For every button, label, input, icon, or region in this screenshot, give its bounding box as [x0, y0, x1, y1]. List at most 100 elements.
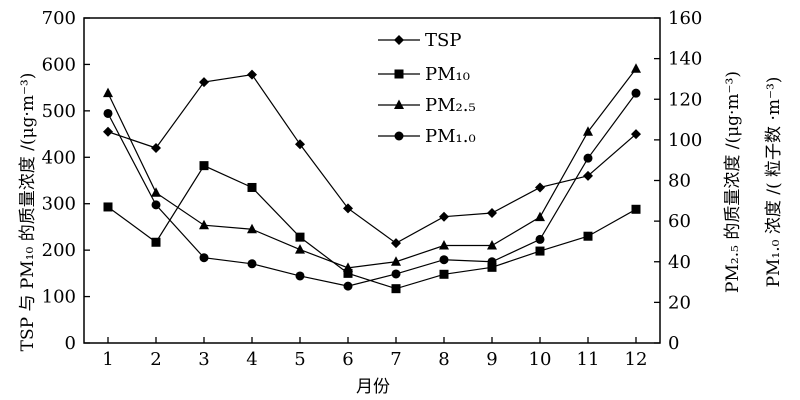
y-right-tick-label: 160	[668, 8, 702, 29]
data-point-triangle	[583, 126, 593, 136]
legend-label: PM₁.₀	[425, 126, 476, 147]
legend-item-diamond: TSP	[378, 30, 461, 51]
data-point-diamond	[439, 211, 449, 222]
data-point-circle	[487, 257, 497, 267]
legend-label: PM₂.₅	[425, 95, 476, 116]
data-point-square	[487, 262, 497, 272]
x-tick-label: 9	[486, 349, 497, 370]
series-line-circle	[107, 92, 637, 287]
data-point-diamond	[631, 129, 641, 140]
y-left-tick-label: 600	[42, 54, 76, 75]
y-right-tick-label: 100	[668, 130, 702, 151]
data-point-circle	[295, 271, 305, 281]
data-point-circle	[391, 269, 401, 279]
data-point-square	[391, 284, 401, 294]
data-point-triangle	[343, 262, 353, 272]
legend-item-triangle: PM₂.₅	[378, 95, 476, 116]
y-left-tick-label: 0	[65, 333, 76, 354]
data-point-diamond	[295, 139, 305, 150]
axes	[83, 17, 661, 344]
y-right-tick-label: 40	[668, 252, 691, 273]
data-point-square	[151, 237, 161, 247]
x-tick-label: 10	[529, 349, 552, 370]
x-tick-label: 5	[294, 349, 305, 370]
data-point-diamond	[343, 203, 353, 214]
y-right-tick-label: 120	[668, 89, 702, 110]
data-point-diamond	[151, 143, 161, 153]
data-point-circle	[439, 255, 449, 265]
data-point-circle	[343, 281, 353, 291]
data-point-triangle	[199, 219, 209, 230]
y-right-tick-label: 20	[668, 292, 691, 313]
y-left-tick-label: 100	[42, 287, 76, 308]
legend-marker	[394, 35, 404, 45]
y-left-tick-label: 700	[42, 8, 76, 29]
series-line-square	[107, 164, 637, 290]
data-point-diamond	[199, 77, 209, 88]
data-point-triangle	[103, 87, 113, 98]
x-tick-label: 6	[342, 349, 353, 370]
data-point-triangle	[439, 240, 449, 250]
data-point-circle	[151, 200, 161, 210]
data-point-diamond	[487, 208, 497, 218]
x-tick-label: 8	[438, 349, 449, 370]
legend-item-circle: PM₁.₀	[378, 126, 476, 147]
data-point-triangle	[247, 223, 257, 234]
data-point-square	[343, 268, 353, 278]
y-left-tick-label: 500	[42, 101, 76, 122]
y-left-tick-label: 300	[42, 194, 76, 215]
y-right-tick-label: 80	[668, 171, 691, 192]
data-point-triangle	[391, 256, 401, 266]
legend-label: TSP	[425, 30, 461, 51]
ticks: 1 2 3 4 5 6 7 8 9 10 11 120100200300400500600700020…	[42, 8, 703, 370]
data-point-circle	[199, 253, 209, 263]
plot-frame	[83, 17, 661, 344]
x-tick-label: 4	[246, 349, 257, 370]
data-point-square	[583, 231, 593, 241]
data-point-triangle	[631, 63, 641, 73]
data-point-diamond	[103, 126, 113, 137]
x-tick-label: 7	[390, 349, 401, 370]
x-axis-label: 月份	[356, 377, 390, 397]
x-tick-label: 2	[150, 349, 161, 370]
data-point-circle	[247, 259, 257, 269]
x-tick-label: 11	[577, 349, 600, 370]
legend-marker	[394, 69, 404, 79]
x-tick-label: 1	[102, 349, 113, 370]
data-point-square	[631, 204, 641, 214]
y-left-tick-label: 400	[42, 147, 76, 168]
data-point-circle	[631, 88, 641, 98]
y-axis-right-label-pm10: PM₁.₀ 浓度 /( 粒子数 ·m⁻³)	[764, 77, 784, 288]
y-left-tick-label: 200	[42, 240, 76, 261]
legend-label: PM₁₀	[425, 64, 470, 85]
series	[103, 63, 641, 294]
data-point-triangle	[151, 187, 161, 197]
data-point-square	[247, 182, 257, 192]
legend: TSP PM₁₀ PM₂.₅ PM₁.₀	[378, 30, 476, 147]
data-point-diamond	[583, 170, 593, 181]
data-point-circle	[535, 234, 545, 244]
data-point-triangle	[295, 244, 305, 254]
y-axis-left-label: TSP 与 PM₁₀ 的质量浓度 /(μg·m⁻³)	[18, 73, 38, 352]
data-point-diamond	[391, 238, 401, 249]
y-right-tick-label: 140	[668, 49, 702, 70]
data-point-circle	[583, 153, 593, 163]
data-point-square	[103, 202, 113, 212]
series-circle	[103, 88, 641, 291]
data-point-square	[295, 232, 305, 242]
data-point-triangle	[535, 211, 545, 222]
x-tick-label: 12	[625, 349, 648, 370]
series-triangle	[103, 63, 641, 272]
legend-item-square: PM₁₀	[378, 64, 470, 85]
data-point-diamond	[535, 182, 545, 193]
series-diamond	[103, 69, 641, 249]
data-point-square	[535, 246, 545, 256]
data-point-triangle	[487, 240, 497, 250]
series-line-triangle	[107, 68, 637, 269]
y-right-tick-label: 60	[668, 211, 691, 232]
data-point-square	[439, 269, 449, 279]
legend-marker	[394, 131, 404, 141]
data-point-square	[199, 161, 209, 171]
y-right-tick-label: 0	[668, 333, 679, 354]
